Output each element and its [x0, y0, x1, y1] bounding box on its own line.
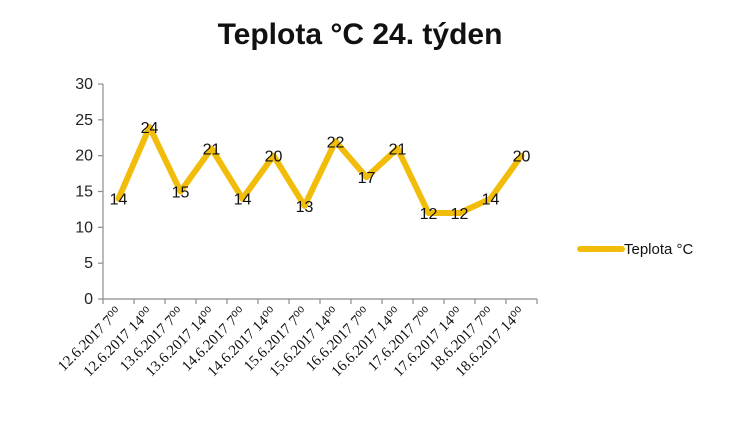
data-label: 22: [327, 134, 345, 151]
data-point: [488, 196, 493, 202]
y-tick-label: 0: [84, 291, 93, 308]
data-point: [457, 210, 462, 216]
data-label: 14: [482, 192, 500, 209]
y-tick-label: 30: [75, 76, 93, 93]
data-label: 24: [141, 120, 159, 137]
data-point: [147, 124, 152, 130]
data-label: 14: [234, 192, 252, 209]
data-label: 14: [110, 192, 128, 209]
legend-label: Teplota °C: [624, 241, 694, 258]
y-tick-label: 20: [75, 148, 93, 165]
data-label: 15: [172, 185, 190, 202]
data-point: [426, 210, 431, 216]
data-point: [364, 174, 369, 180]
data-label: 17: [358, 170, 376, 187]
y-tick-label: 5: [84, 255, 93, 272]
chart-title: Teplota °C 24. týden: [217, 18, 503, 51]
data-point: [519, 153, 524, 159]
series-line: [115, 124, 525, 216]
data-point: [271, 153, 276, 159]
data-point: [395, 146, 400, 151]
data-point: [333, 138, 338, 144]
data-label: 21: [203, 142, 221, 159]
y-tick-label: 15: [75, 184, 93, 201]
data-point: [240, 196, 245, 202]
data-label: 12: [420, 206, 438, 223]
data-point: [302, 203, 307, 209]
y-tick-label: 25: [75, 112, 93, 129]
data-point: [178, 189, 183, 194]
data-point: [209, 146, 214, 151]
data-label: 12: [451, 206, 469, 223]
data-label: 20: [513, 149, 531, 166]
data-point: [116, 196, 121, 202]
data-label: 13: [296, 199, 314, 216]
y-tick-label: 10: [75, 219, 93, 236]
data-label: 20: [265, 149, 283, 166]
data-label: 21: [389, 142, 407, 159]
